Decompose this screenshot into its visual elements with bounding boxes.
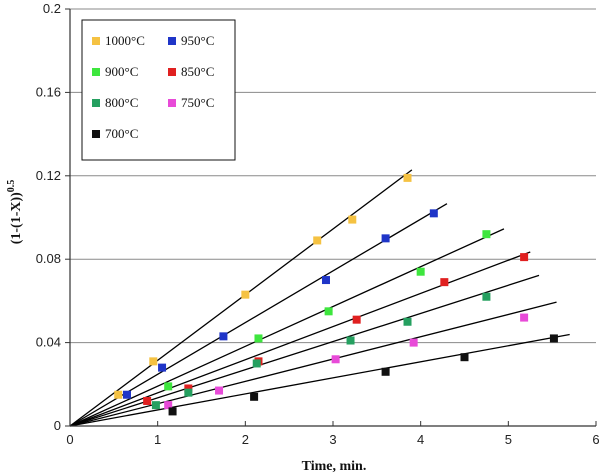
x-axis-title: Time, min.: [302, 459, 367, 474]
axes: [65, 8, 597, 427]
data-point: [149, 357, 158, 366]
y-tick-labels: 0 0.04 0.08 0.12 0.16 0.2: [36, 1, 61, 433]
y-tick-label: 0.04: [36, 335, 61, 350]
data-point: [403, 317, 412, 326]
y-tick-label: 0: [54, 418, 61, 433]
data-point: [409, 338, 418, 347]
y-tick-label: 0.12: [36, 168, 61, 183]
data-point: [164, 401, 173, 410]
legend-marker: [92, 99, 100, 107]
data-point: [520, 253, 529, 262]
legend-box: [81, 19, 236, 161]
fit-line: [69, 251, 531, 427]
legend: 1000°C 950°C 900°C 850°C 800°C 750°C 700°C: [81, 19, 236, 161]
y-tick-label: 0.16: [36, 84, 61, 99]
data-point: [254, 334, 263, 343]
legend-label: 750°C: [181, 95, 214, 110]
data-point: [321, 276, 330, 285]
data-point: [520, 313, 529, 322]
x-tick-label: 5: [505, 432, 512, 447]
data-point: [250, 392, 259, 401]
fit-line: [69, 228, 505, 427]
data-point: [440, 278, 449, 287]
data-point: [114, 390, 123, 399]
data-point: [151, 401, 160, 410]
data-point: [381, 234, 390, 243]
x-tick-label: 0: [66, 432, 73, 447]
data-point: [313, 236, 322, 245]
data-point: [158, 363, 167, 372]
y-tick-label: 0.2: [43, 1, 61, 16]
data-point: [122, 390, 131, 399]
data-point: [331, 355, 340, 364]
legend-marker: [92, 130, 100, 138]
fit-line: [69, 301, 557, 427]
data-points: [114, 173, 558, 416]
data-point: [241, 290, 250, 299]
x-tick-labels: 0 1 2 3 4 5 6: [66, 432, 599, 447]
data-point: [460, 353, 469, 362]
legend-marker: [168, 99, 176, 107]
data-point: [346, 336, 355, 345]
x-tick-label: 3: [329, 432, 336, 447]
data-point: [549, 334, 558, 343]
legend-label: 900°C: [105, 64, 138, 79]
y-axis-title-exponent: 0.5: [6, 180, 17, 193]
x-tick-label: 1: [154, 432, 161, 447]
x-tick-label: 2: [242, 432, 249, 447]
data-point: [482, 292, 491, 301]
data-point: [184, 384, 193, 393]
data-point: [403, 173, 412, 182]
data-point: [252, 359, 261, 368]
legend-label: 700°C: [105, 126, 138, 141]
legend-marker: [92, 37, 100, 45]
fit-line: [69, 274, 540, 427]
legend-marker: [92, 68, 100, 76]
y-axis-title-base: (1-(1-X)): [9, 192, 24, 244]
data-point: [143, 396, 152, 405]
data-point: [168, 407, 177, 416]
data-point: [219, 332, 228, 341]
data-point: [215, 386, 224, 395]
legend-label: 850°C: [181, 64, 214, 79]
legend-label: 800°C: [105, 95, 138, 110]
x-tick-label: 6: [592, 432, 599, 447]
data-point: [416, 267, 425, 276]
legend-marker: [168, 68, 176, 76]
data-point: [482, 230, 491, 239]
data-point: [429, 209, 438, 218]
y-tick-label: 0.08: [36, 251, 61, 266]
fit-line: [69, 169, 413, 427]
data-point: [381, 367, 390, 376]
data-point: [352, 315, 361, 324]
fit-lines: [69, 169, 570, 427]
legend-marker: [168, 37, 176, 45]
data-point: [348, 215, 357, 224]
y-axis-title: (1-(1-X))0.5: [6, 180, 24, 245]
data-point: [184, 388, 193, 397]
data-point: [164, 382, 173, 391]
data-point: [324, 307, 333, 316]
legend-label: 950°C: [181, 33, 214, 48]
legend-label: 1000°C: [105, 33, 145, 48]
x-tick-label: 4: [417, 432, 424, 447]
fit-line: [69, 333, 570, 427]
